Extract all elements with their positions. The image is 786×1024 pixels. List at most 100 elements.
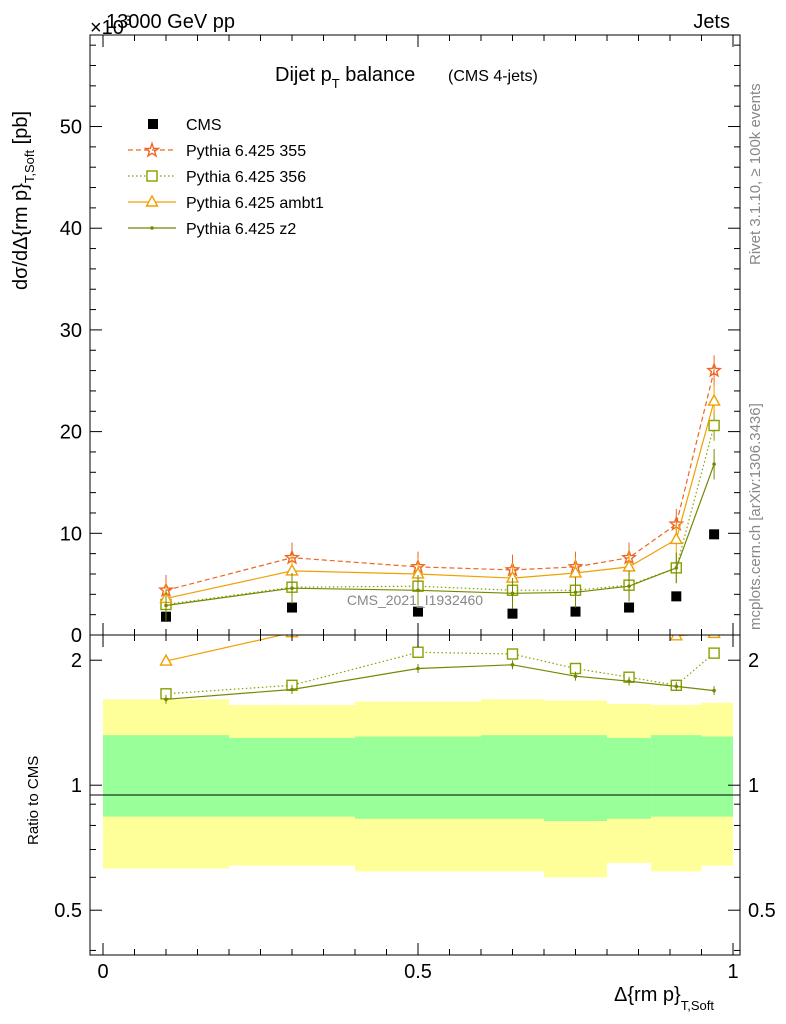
data-point [674,566,679,570]
ratio-point [416,666,420,671]
main-y-tick-label: 50 [60,117,82,139]
exponent-label: ×103 [90,12,132,39]
legend-entry-pythia-355: Pythia 6.425 355 [128,141,306,160]
data-point [669,531,683,545]
legend-label-pythia-z2: Pythia 6.425 z2 [186,221,296,238]
ratio-series-pythia-6-425-z2 [164,660,716,704]
ratio-point [290,687,294,692]
main-y-tick-label: 0 [71,625,82,647]
legend-marker-pythia-ambt1 [145,194,159,207]
main-y-axis-label: dσ/dΔ{rm p}T,Soft [pb] [10,111,37,290]
green-band-segment [544,735,607,821]
data-point [627,584,631,588]
series-pythia-6-425-355 [157,355,723,606]
green-band-segment [355,736,481,819]
green-band-segment [651,735,702,817]
ratio-point [712,688,716,693]
x-tick-label: 0.5 [404,961,432,983]
data-point [164,603,168,608]
legend-entry-pythia-z2: Pythia 6.425 z2 [128,221,296,238]
series-line-pythia-6-425-ambt1 [165,400,715,599]
plot-title: Dijet pT balance [275,64,415,91]
data-point [413,606,423,617]
legend: CMS Pythia 6.425 355 Pythia 6.425 356 Py… [128,117,324,238]
ratio-plot-frame [89,634,741,956]
data-point [712,462,716,466]
ratio-y-tick-label-right: 2 [748,650,759,672]
main-data-layer [157,355,723,622]
data-point [706,362,723,378]
legend-entry-pythia-ambt1: Pythia 6.425 ambt1 [128,194,324,212]
legend-label-pythia-355: Pythia 6.425 355 [186,143,306,160]
category-label: Jets [693,11,730,33]
main-y-tick-label: 10 [60,523,82,545]
series-pythia-6-425-z2 [164,448,716,621]
data-point [709,529,720,540]
legend-label-cms: CMS [186,117,222,134]
plot-title-note: (CMS 4-jets) [448,68,538,85]
main-y-tick-label: 40 [60,218,82,240]
rivet-label: Rivet 3.1.10, ≥ 100k events [747,83,764,265]
ratio-point [707,635,721,639]
legend-label-pythia-356: Pythia 6.425 356 [186,169,306,186]
ratio-line-pythia-6-425-z2 [165,664,715,700]
legend-entry-pythia-356: Pythia 6.425 356 [128,169,306,186]
series-line-pythia-6-425-z2 [165,463,715,607]
analysis-watermark: CMS_2021_I1932460 [347,592,483,608]
ratio-point [708,604,720,616]
data-point [290,586,294,591]
legend-marker-pythia-355 [143,141,161,158]
ratio-point [506,648,519,660]
main-y-tick-label: 20 [60,422,82,444]
data-point [707,393,721,406]
legend-marker-pythia-z2 [150,226,154,230]
data-point [624,602,635,613]
ratio-series-pythia-6-425-356 [160,646,720,700]
green-band-segment [607,737,652,819]
ratio-y-axis: 0.5 0.5 1 1 2 2 [54,650,776,951]
ratio-y-tick-label: 0.5 [54,900,82,922]
data-point [416,588,420,593]
green-band-segment [701,736,733,817]
ratio-point [510,662,515,667]
ratio-point [412,646,424,658]
data-point [507,608,518,619]
data-point [573,590,578,595]
ratio-point [159,653,173,666]
ratio-y-tick-label-right: 0.5 [748,900,776,922]
ratio-point [627,679,631,684]
legend-marker-pythia-356 [146,170,158,182]
x-axis: 0 0.5 1 [97,635,739,983]
main-y-axis: 0 10 20 30 40 50 [60,35,740,647]
energy-label: 13000 GeV pp [106,11,235,33]
ratio-series-pythia-6-425-ambt1 [159,635,721,666]
x-tick-label: 1 [727,961,738,983]
ratio-point [708,647,720,659]
data-point [570,606,581,617]
main-y-tick-label: 30 [60,320,82,342]
legend-entry-cms: CMS [148,117,222,134]
data-point [671,591,682,602]
data-point [510,591,515,596]
ratio-series-group [159,604,721,704]
series-pythia-6-425-356 [160,410,720,620]
ratio-point [669,635,683,641]
ratio-point [674,684,679,689]
series-line-pythia-6-425-355 [165,370,715,591]
data-point [568,565,583,578]
ratio-y-tick-label: 1 [71,775,82,797]
green-band-segment [229,737,355,817]
data-point [708,419,720,432]
green-band-segment [481,735,544,819]
x-axis-label: Δ{rm p}T,Soft [614,984,714,1013]
data-point [622,559,636,572]
ratio-data-layer [159,604,721,704]
ratio-y-axis-label: Ratio to CMS [25,756,42,845]
data-point [287,602,297,613]
green-band-segment [103,735,229,817]
ratio-point [573,674,578,679]
ratio-y-tick-label: 2 [71,650,82,672]
series-line-pythia-6-425-356 [165,425,715,606]
series-pythia-6-425-ambt1 [159,385,721,614]
